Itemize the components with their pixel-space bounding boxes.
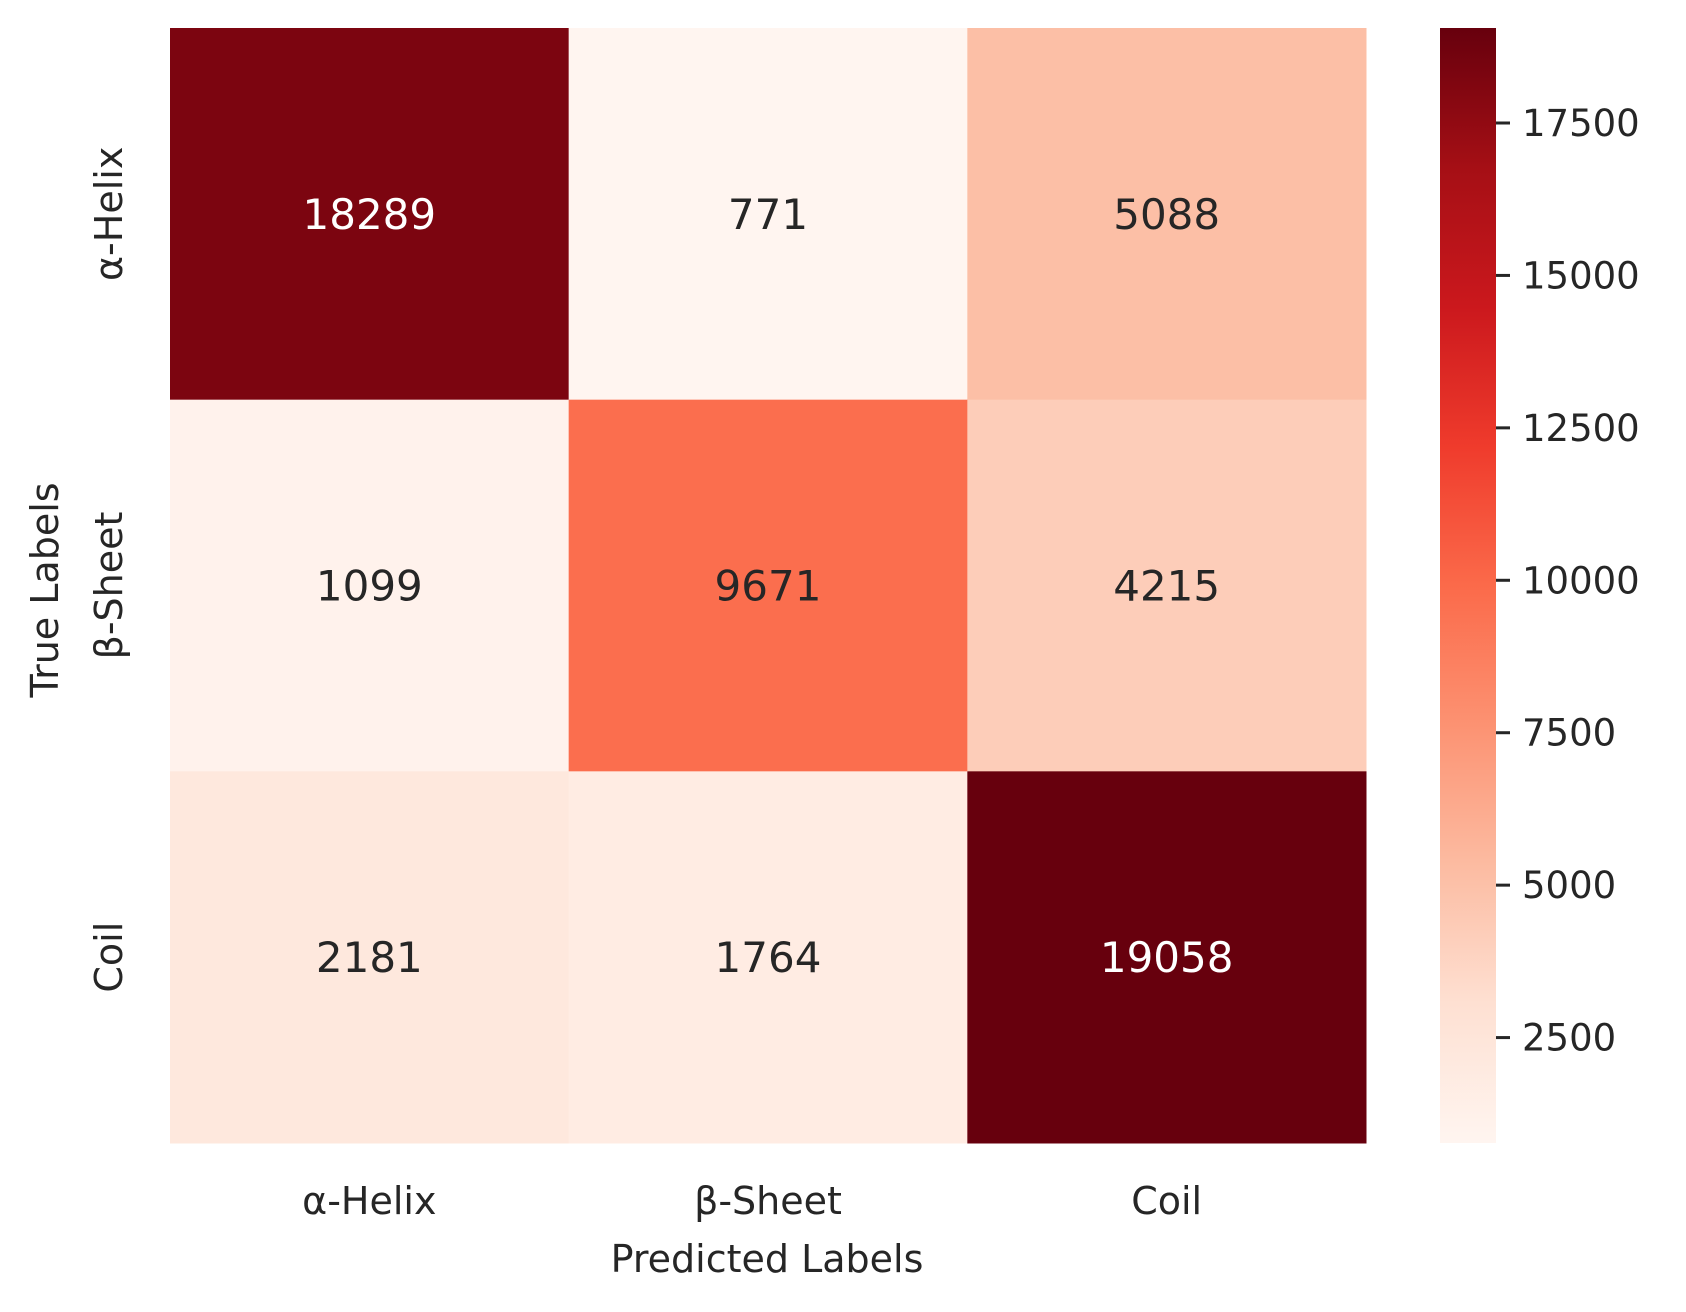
cell-value-label: 9671 (715, 562, 822, 611)
colorbar-tick-label: 15000 (1522, 254, 1640, 297)
cell-value-label: 18289 (303, 190, 437, 239)
cell-value-label: 5088 (1113, 190, 1220, 239)
x-axis-label: Predicted Labels (611, 1237, 924, 1281)
cell-value-label: 4215 (1113, 562, 1220, 611)
x-tick-label: Coil (1131, 1179, 1202, 1223)
cell-annotations: 18289 771 5088 1099 9671 4215 2181 1764 19058 (303, 190, 1234, 982)
x-tick-label: α-Helix (302, 1179, 436, 1223)
heatmap-cell (568, 28, 968, 401)
y-tick-label: β-Sheet (87, 512, 131, 660)
x-tick-labels: α-Helix β-Sheet Coil (302, 1179, 1202, 1223)
cell-value-label: 1764 (715, 933, 822, 982)
colorbar (1440, 28, 1496, 1143)
colorbar-tick-label: 2500 (1522, 1017, 1616, 1060)
heatmap-cells (170, 28, 1367, 1144)
cell-value-label: 1099 (316, 562, 423, 611)
colorbar-tick-label: 7500 (1522, 712, 1616, 755)
heatmap-cell (568, 771, 968, 1144)
heatmap-cell (967, 771, 1367, 1144)
colorbar-tick-label: 12500 (1522, 407, 1640, 450)
heatmap-cell (170, 399, 570, 772)
colorbar-ticks: 2500 5000 7500 10000 12500 15000 17500 (1496, 102, 1640, 1060)
x-tick-label: β-Sheet (694, 1179, 842, 1223)
cell-value-label: 771 (728, 190, 808, 239)
heatmap-cell (967, 399, 1367, 772)
colorbar-tick-label: 5000 (1522, 864, 1616, 907)
cell-value-label: 2181 (316, 933, 423, 982)
y-tick-label: Coil (87, 922, 131, 993)
heatmap-cell (170, 771, 570, 1144)
colorbar-tick-label: 10000 (1522, 559, 1640, 602)
y-axis-label: True Labels (23, 482, 67, 698)
y-tick-label: α-Helix (87, 147, 131, 281)
heatmap-cell (170, 28, 570, 401)
cell-value-label: 19058 (1100, 933, 1234, 982)
heatmap-cell (568, 399, 968, 772)
heatmap-cell (967, 28, 1367, 401)
y-tick-labels: α-Helix β-Sheet Coil (87, 147, 131, 993)
colorbar-tick-label: 17500 (1522, 102, 1640, 145)
